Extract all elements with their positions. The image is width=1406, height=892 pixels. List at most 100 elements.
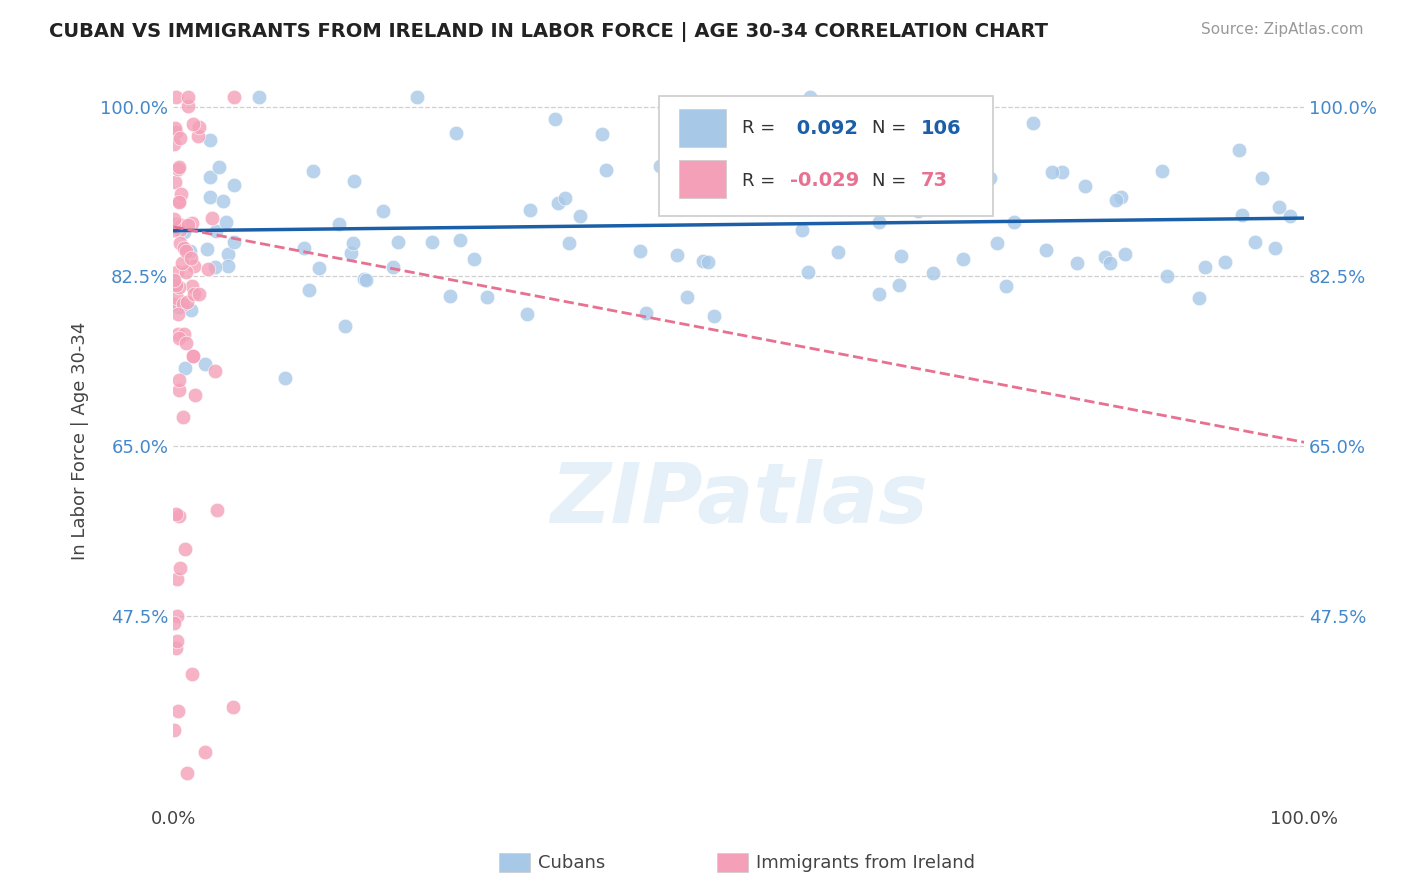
Text: Source: ZipAtlas.com: Source: ZipAtlas.com <box>1201 22 1364 37</box>
Point <box>817 144 839 158</box>
Point <box>166 217 188 231</box>
Point <box>650 159 672 173</box>
Point <box>169 223 191 237</box>
Point <box>204 224 226 238</box>
Point <box>1066 255 1088 269</box>
Point <box>889 278 911 293</box>
Point <box>1213 254 1236 268</box>
Point <box>224 235 246 249</box>
Point <box>183 286 205 301</box>
Text: Immigrants from Ireland: Immigrants from Ireland <box>756 854 976 871</box>
Point <box>420 235 443 249</box>
Point <box>173 241 195 255</box>
Point <box>166 572 188 586</box>
Point <box>333 318 356 333</box>
Text: CUBAN VS IMMIGRANTS FROM IRELAND IN LABOR FORCE | AGE 30-34 CORRELATION CHART: CUBAN VS IMMIGRANTS FROM IRELAND IN LABO… <box>49 22 1049 42</box>
Point <box>595 163 617 178</box>
Point <box>176 765 198 780</box>
Point <box>1105 193 1128 207</box>
Point <box>163 222 186 236</box>
Point <box>780 122 803 136</box>
Point <box>181 667 204 681</box>
Point <box>198 170 221 185</box>
Point <box>1188 291 1211 305</box>
Point <box>676 289 699 303</box>
Point <box>371 204 394 219</box>
Point <box>167 279 190 293</box>
Point <box>979 170 1001 185</box>
Point <box>1098 256 1121 270</box>
Point <box>1268 200 1291 214</box>
Point <box>308 260 330 275</box>
Point <box>792 222 814 236</box>
Point <box>172 296 194 310</box>
Point <box>173 225 195 239</box>
Point <box>558 235 581 250</box>
Point <box>666 248 689 262</box>
Point <box>544 112 567 126</box>
Point <box>827 245 849 260</box>
Point <box>179 244 201 258</box>
Point <box>922 266 945 280</box>
Point <box>163 296 186 310</box>
Point <box>180 303 202 318</box>
Point <box>180 278 202 293</box>
Point <box>1156 269 1178 284</box>
Point <box>870 151 893 165</box>
Point <box>181 349 204 363</box>
Text: N =: N = <box>872 120 907 137</box>
Point <box>636 306 658 320</box>
Point <box>201 211 224 225</box>
Point <box>1035 244 1057 258</box>
Point <box>516 307 538 321</box>
Point <box>198 190 221 204</box>
Point <box>1278 209 1301 223</box>
Point <box>166 265 188 279</box>
Point <box>165 507 187 521</box>
Point <box>1152 163 1174 178</box>
Point <box>172 409 194 424</box>
Point <box>197 262 219 277</box>
Point <box>167 509 190 524</box>
Point <box>176 244 198 259</box>
Point <box>170 218 193 232</box>
Point <box>187 287 209 301</box>
Point <box>382 260 405 274</box>
Point <box>664 199 686 213</box>
Point <box>174 336 197 351</box>
Point <box>165 125 187 139</box>
Point <box>169 187 191 202</box>
Point <box>173 360 195 375</box>
Point <box>879 129 901 144</box>
Point <box>165 278 187 293</box>
Point <box>222 90 245 104</box>
Point <box>163 136 186 151</box>
Point <box>1022 116 1045 130</box>
Point <box>692 254 714 268</box>
Point <box>173 542 195 557</box>
Point <box>167 704 190 718</box>
Point <box>449 233 471 247</box>
Point <box>205 502 228 516</box>
Point <box>165 120 187 135</box>
Point <box>342 235 364 250</box>
Point <box>215 214 238 228</box>
Point <box>1227 143 1250 157</box>
Point <box>799 90 821 104</box>
Point <box>1264 241 1286 255</box>
Point <box>1002 215 1025 229</box>
Point <box>519 203 541 218</box>
Point <box>222 699 245 714</box>
Point <box>166 609 188 624</box>
Point <box>183 259 205 273</box>
Text: 106: 106 <box>921 119 962 138</box>
Point <box>697 255 720 269</box>
Point <box>194 357 217 371</box>
Point <box>208 160 231 174</box>
Point <box>204 260 226 275</box>
Point <box>167 195 190 210</box>
Point <box>222 178 245 193</box>
Point <box>165 175 187 189</box>
Point <box>1094 250 1116 264</box>
Point <box>591 128 613 142</box>
